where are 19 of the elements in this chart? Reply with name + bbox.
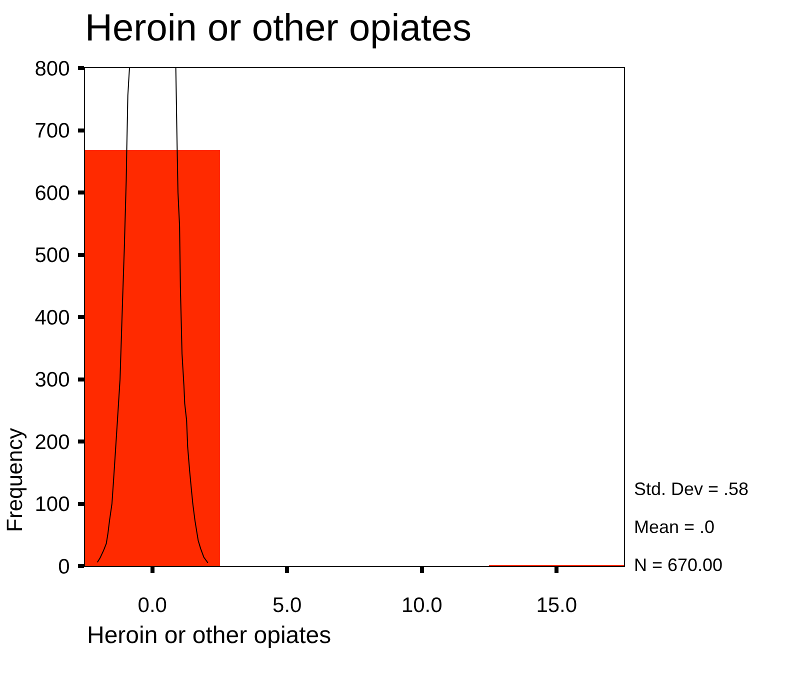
x-tick-label: 15.0 [536,594,578,618]
x-tick-label: 10.0 [401,594,442,618]
y-axis-title: Frequency [2,428,27,532]
y-tick-label: 400 [34,306,70,330]
y-tick-label: 0 [58,555,70,578]
text: Std. Dev = .58 [634,479,749,499]
text: Mean = .0 [634,517,715,537]
x-tick-label: 0.0 [138,594,167,618]
y-tick-label: 200 [34,430,70,454]
text: N = 670.00 [634,555,723,575]
x-tick-label: 5.0 [272,594,302,618]
y-tick-label: 800 [34,57,70,80]
y-tick-label: 700 [34,120,70,143]
y-tick-label: 300 [34,368,70,392]
y-tick-label: 500 [34,244,70,268]
x-axis-title: Heroin or other opiates [87,622,332,649]
chart-title: Heroin or other opiates [85,7,472,50]
y-tick-label: 600 [34,182,70,205]
y-tick-label: 100 [34,493,70,516]
